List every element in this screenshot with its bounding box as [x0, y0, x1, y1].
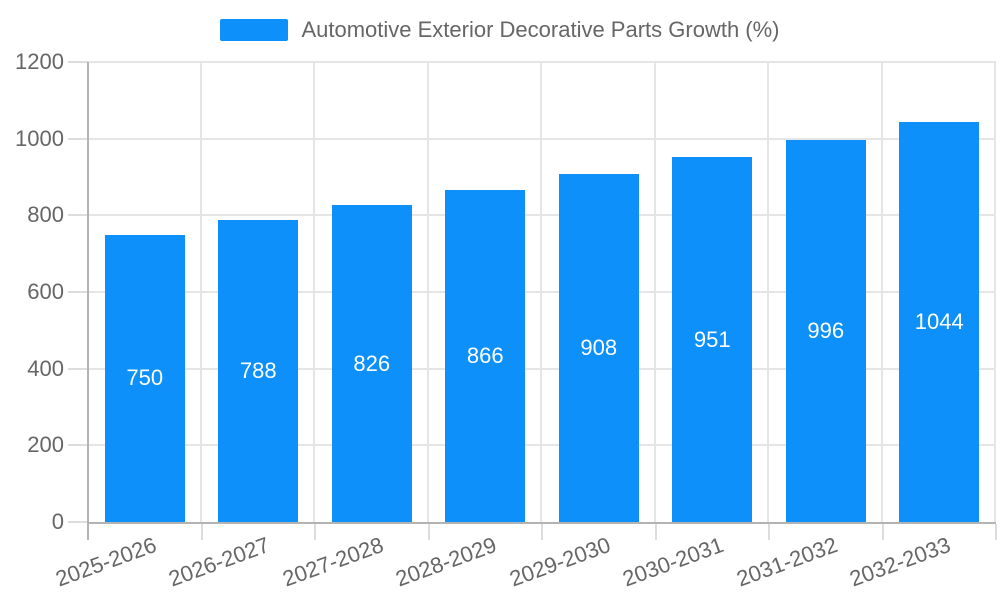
x-axis-category-label: 2027-2028 [278, 532, 387, 592]
x-axis-category-label: 2026-2027 [165, 532, 273, 592]
x-axis-category-label: 2031-2032 [732, 532, 841, 592]
x-axis-category-label: 2030-2031 [619, 532, 727, 592]
gridline-vertical [199, 62, 202, 522]
legend-swatch-icon [220, 19, 289, 41]
gridline-vertical [994, 62, 996, 522]
bar-value-label: 788 [239, 357, 277, 383]
gridline-vertical [540, 62, 542, 522]
y-axis-tick [68, 61, 88, 63]
bar-value-label: 996 [807, 318, 845, 344]
x-axis-tick [427, 524, 430, 540]
gridline-vertical [426, 62, 429, 522]
bar [331, 205, 412, 522]
x-axis-tick [995, 524, 997, 540]
gridline-horizontal [88, 61, 996, 63]
y-axis-tick [68, 521, 88, 523]
bar-value-label: 750 [126, 365, 164, 391]
gridline-vertical [880, 62, 883, 522]
x-axis-tick [541, 524, 543, 540]
plot-area: 750 788 826 866 908 951 996 1044 [88, 61, 996, 522]
y-axis-tick [68, 291, 88, 293]
bar [899, 121, 980, 522]
bar-value-label: 866 [466, 343, 504, 369]
y-axis-tick [68, 367, 88, 370]
gridline-horizontal [88, 367, 996, 370]
y-axis-tick [68, 444, 88, 447]
gridline-vertical [767, 62, 769, 522]
y-axis-tick [68, 137, 88, 140]
x-axis-tick [881, 524, 884, 540]
y-axis-tick [68, 214, 88, 217]
legend-item[interactable]: Automotive Exterior Decorative Parts Gro… [220, 16, 780, 44]
x-axis-tick [654, 524, 657, 540]
x-axis-category-label: 2029-2030 [505, 532, 614, 592]
gridline-horizontal [88, 214, 996, 217]
gridline-vertical [653, 62, 656, 522]
x-axis-tick [200, 524, 203, 540]
chart-legend: Automotive Exterior Decorative Parts Gro… [0, 16, 1000, 44]
bar [672, 157, 753, 522]
x-axis-category-label: 2025-2026 [51, 532, 160, 592]
y-axis-tick-label: 1200 [15, 49, 64, 74]
bar [558, 173, 639, 522]
bar-value-label: 951 [693, 326, 731, 352]
gridline-horizontal [88, 137, 996, 140]
legend-series-label: Automotive Exterior Decorative Parts Gro… [301, 17, 780, 42]
bar [218, 219, 299, 522]
x-axis-tick [314, 524, 316, 540]
gridline-horizontal [88, 291, 996, 293]
y-axis-tick-label: 0 [51, 509, 64, 534]
x-axis-line [88, 522, 996, 524]
y-axis-tick-label: 800 [27, 202, 64, 228]
y-axis-tick-label: 400 [27, 355, 64, 381]
x-axis-category-label: 2028-2029 [392, 532, 500, 592]
x-axis-category-label: 2032-2033 [846, 532, 954, 592]
gridline-horizontal [88, 444, 996, 447]
bar [445, 190, 526, 522]
gridline-vertical [313, 62, 315, 522]
bar-value-label: 908 [580, 334, 618, 360]
x-axis-tick [768, 524, 770, 540]
y-axis-tick-label: 600 [27, 279, 64, 304]
y-axis-tick-label: 1000 [15, 125, 64, 151]
bar [104, 234, 185, 522]
y-axis-tick-label: 200 [27, 432, 64, 458]
bar-value-label: 826 [353, 350, 391, 376]
bar-value-label: 1044 [914, 308, 964, 334]
bar [785, 140, 866, 522]
y-axis-line [87, 62, 89, 540]
